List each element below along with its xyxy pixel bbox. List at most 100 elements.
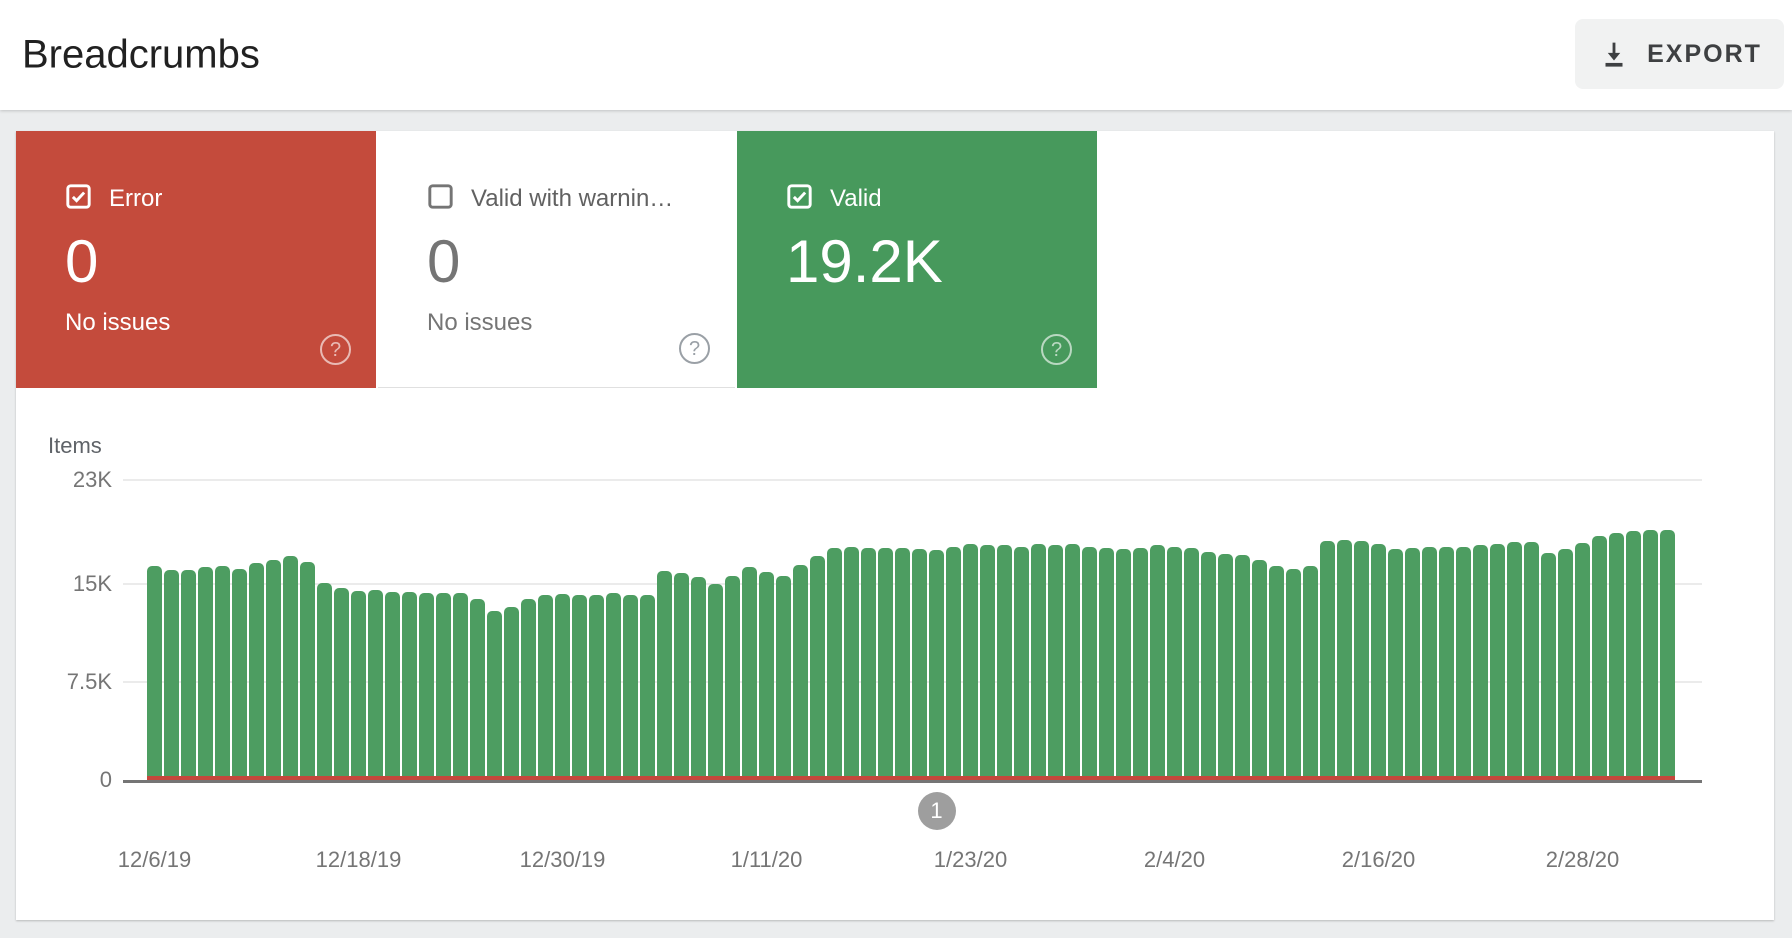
tile-error-head: Error <box>65 183 162 215</box>
valid-items-bar <box>436 593 451 780</box>
valid-items-bar <box>1082 547 1097 780</box>
items-bar-chart: Items 23K 15K 7.5K 0 12/6/19 12/18/19 12/30/19… <box>16 388 1774 920</box>
valid-items-bar <box>521 599 536 780</box>
checkbox-checked-icon[interactable] <box>65 183 92 215</box>
y-tick-label: 23K <box>72 467 112 492</box>
valid-items-bar <box>878 548 893 780</box>
valid-items-bar <box>351 591 366 780</box>
gridline-23K <box>123 479 1702 481</box>
valid-items-bar <box>1371 544 1386 780</box>
valid-items-bar <box>946 547 961 780</box>
valid-items-bar <box>453 593 468 780</box>
valid-items-bar <box>402 592 417 780</box>
valid-items-bar <box>1660 530 1675 780</box>
valid-items-bar <box>861 548 876 780</box>
valid-items-bar <box>1184 548 1199 780</box>
x-tick-label: 12/18/19 <box>315 847 402 872</box>
help-icon[interactable]: ? <box>320 334 351 365</box>
valid-items-bar <box>810 556 825 780</box>
y-tick-label: 7.5K <box>66 669 112 695</box>
valid-items-bar <box>1592 536 1607 780</box>
valid-items-bar <box>657 571 672 780</box>
x-tick-label: 2/4/20 <box>1143 847 1206 872</box>
valid-items-bar <box>266 560 281 780</box>
valid-items-bar <box>623 595 638 780</box>
valid-items-bar <box>1609 533 1624 780</box>
valid-items-bar <box>419 593 434 780</box>
x-tick-label: 12/6/19 <box>117 847 192 872</box>
tile-error-value: 0 <box>65 228 99 295</box>
tile-error-subtext: No issues <box>65 309 171 336</box>
valid-items-bar <box>198 567 213 780</box>
annotation-marker-1[interactable]: 1 <box>917 792 956 830</box>
valid-items-bar <box>1439 547 1454 780</box>
valid-items-bar <box>895 548 910 780</box>
valid-items-bar <box>980 545 995 780</box>
checkbox-unchecked-icon[interactable] <box>427 183 454 215</box>
x-tick-label: 12/30/19 <box>519 847 606 872</box>
tile-valid-head: Valid <box>786 183 882 215</box>
export-button-label: EXPORT <box>1647 39 1762 68</box>
valid-items-bar <box>555 594 570 780</box>
valid-items-bar <box>844 547 859 780</box>
valid-items-bar <box>708 584 723 780</box>
checkbox-checked-icon[interactable] <box>786 183 813 215</box>
tile-valid[interactable]: Valid 19.2K ? <box>737 131 1097 388</box>
download-icon <box>1597 37 1631 71</box>
valid-items-bar <box>300 562 315 780</box>
x-tick-label: 2/28/20 <box>1545 847 1620 872</box>
valid-items-bar <box>929 550 944 780</box>
tile-error[interactable]: Error 0 No issues ? <box>16 131 376 388</box>
valid-items-bar <box>572 595 587 780</box>
valid-items-bar <box>1456 547 1471 780</box>
valid-items-bar <box>487 611 502 780</box>
valid-items-bar <box>283 556 298 780</box>
valid-items-bar <box>827 548 842 780</box>
tile-valid-with-warnings[interactable]: Valid with warnin… 0 No issues ? <box>378 131 735 388</box>
valid-items-bar <box>1218 554 1233 780</box>
valid-items-bar <box>1031 544 1046 780</box>
x-tick-label: 1/11/20 <box>730 847 803 872</box>
valid-items-bar <box>1133 548 1148 780</box>
valid-items-bar <box>1524 542 1539 780</box>
page-title: Breadcrumbs <box>22 32 260 77</box>
valid-items-bar <box>963 544 978 780</box>
chart-y-axis-title: Items <box>48 433 102 458</box>
x-tick-label: 2/16/20 <box>1341 847 1416 872</box>
valid-items-bar <box>385 592 400 780</box>
valid-items-bar <box>1065 544 1080 780</box>
tile-warning-value: 0 <box>427 228 461 295</box>
valid-items-bar <box>164 570 179 780</box>
valid-items-bar <box>538 595 553 780</box>
valid-items-bar <box>232 569 247 780</box>
valid-items-bar <box>334 588 349 780</box>
error-series-zero-line <box>147 776 1675 780</box>
valid-items-bar <box>1286 569 1301 780</box>
valid-items-bar <box>249 563 264 780</box>
valid-items-bar <box>1252 560 1267 780</box>
help-icon[interactable]: ? <box>1041 334 1072 365</box>
export-button[interactable]: EXPORT <box>1575 19 1784 89</box>
valid-items-bar <box>1490 544 1505 780</box>
valid-items-bar <box>1167 547 1182 780</box>
x-tick-label: 1/23/20 <box>933 847 1008 872</box>
tile-warning-label: Valid with warnin… <box>471 185 674 212</box>
valid-items-bar <box>147 566 162 780</box>
valid-items-bar <box>1473 545 1488 780</box>
valid-items-bar <box>1320 541 1335 780</box>
help-icon[interactable]: ? <box>679 333 710 364</box>
valid-items-bar <box>1643 530 1658 780</box>
valid-items-bar <box>606 593 621 780</box>
valid-items-bar <box>1405 548 1420 780</box>
valid-items-bar <box>1337 540 1352 780</box>
valid-items-bar <box>1388 549 1403 780</box>
valid-items-bar <box>997 545 1012 780</box>
valid-items-bar <box>742 567 757 780</box>
valid-items-bar <box>1014 547 1029 780</box>
valid-items-bar <box>1116 549 1131 780</box>
valid-items-bar <box>181 570 196 780</box>
valid-items-bar <box>1575 543 1590 780</box>
x-axis-baseline <box>123 780 1702 783</box>
valid-items-bar <box>1048 545 1063 780</box>
